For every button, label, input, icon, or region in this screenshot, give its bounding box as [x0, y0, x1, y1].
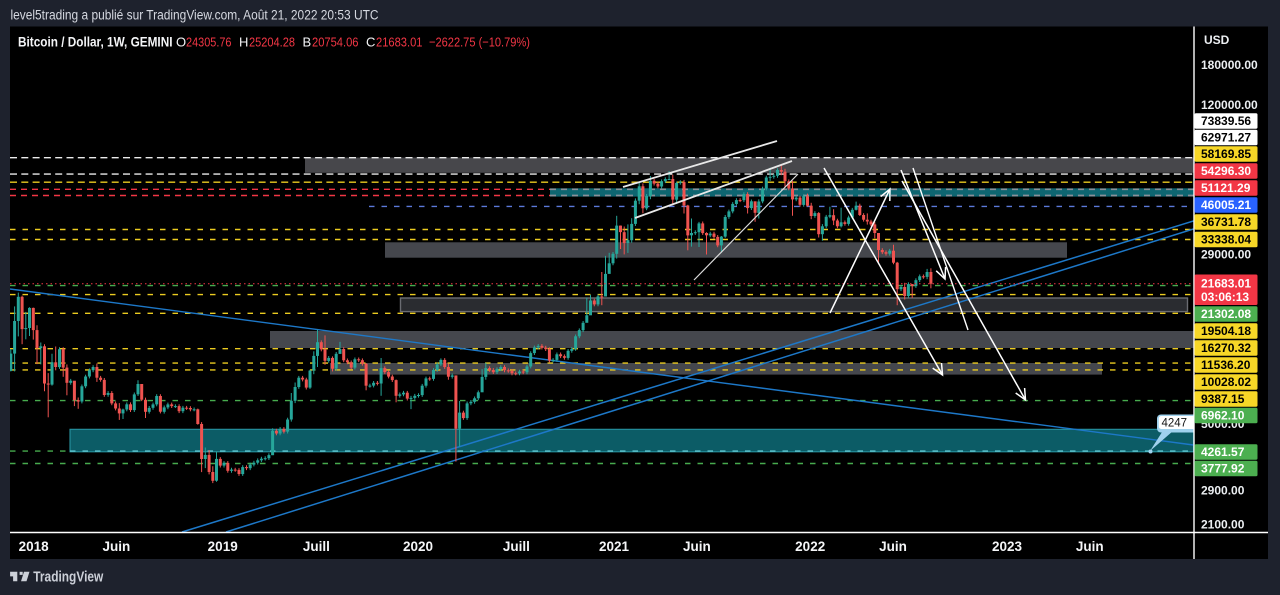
svg-text:2019: 2019 — [208, 539, 238, 554]
svg-text:2021: 2021 — [599, 539, 630, 554]
svg-text:Juill: Juill — [503, 539, 530, 554]
svg-text:Juin: Juin — [879, 539, 907, 554]
svg-text:21302.08: 21302.08 — [1201, 307, 1251, 321]
svg-text:120000.00: 120000.00 — [1201, 98, 1258, 112]
svg-text:20754.06: 20754.06 — [312, 35, 359, 50]
svg-text:6962.10: 6962.10 — [1201, 409, 1245, 423]
svg-text:2900.00: 2900.00 — [1201, 484, 1245, 498]
svg-text:03:06:13: 03:06:13 — [1201, 290, 1249, 304]
svg-text:9387.15: 9387.15 — [1201, 392, 1245, 406]
svg-text:2018: 2018 — [19, 539, 50, 554]
svg-text:36731.78: 36731.78 — [1201, 215, 1251, 229]
svg-text:level5trading a publié sur Tra: level5trading a publié sur TradingView.c… — [11, 7, 379, 22]
svg-text:C: C — [366, 35, 375, 50]
svg-text:2020: 2020 — [403, 539, 433, 554]
svg-text:2100.00: 2100.00 — [1201, 518, 1245, 532]
svg-text:4247: 4247 — [1162, 418, 1188, 430]
svg-text:24305.76: 24305.76 — [186, 35, 232, 50]
svg-text:62971.27: 62971.27 — [1201, 131, 1251, 145]
svg-text:46005.21: 46005.21 — [1201, 198, 1251, 212]
svg-text:3777.92: 3777.92 — [1201, 462, 1245, 476]
svg-text:180000.00: 180000.00 — [1201, 58, 1258, 72]
svg-text:33338.04: 33338.04 — [1201, 233, 1251, 247]
svg-text:Bitcoin / Dollar, 1W, GEMINI: Bitcoin / Dollar, 1W, GEMINI — [18, 34, 173, 50]
svg-text:H: H — [239, 35, 248, 50]
svg-text:−2622.75 (−10.79%): −2622.75 (−10.79%) — [429, 35, 530, 50]
svg-text:51121.29: 51121.29 — [1201, 181, 1251, 195]
svg-text:29000.00: 29000.00 — [1201, 248, 1251, 262]
svg-text:Juin: Juin — [683, 539, 711, 554]
svg-text:19504.18: 19504.18 — [1201, 324, 1251, 338]
svg-text:Juill: Juill — [303, 539, 330, 554]
svg-text:USD: USD — [1204, 33, 1230, 47]
svg-text:10028.02: 10028.02 — [1201, 375, 1251, 389]
svg-text:4261.57: 4261.57 — [1201, 445, 1245, 459]
svg-text:25204.28: 25204.28 — [249, 35, 295, 50]
svg-text:21683.01: 21683.01 — [376, 35, 423, 50]
svg-text:2022: 2022 — [795, 539, 825, 554]
svg-text:B: B — [303, 35, 312, 50]
svg-text:2023: 2023 — [992, 539, 1023, 554]
svg-text:58169.85: 58169.85 — [1201, 147, 1251, 161]
svg-text:54296.30: 54296.30 — [1201, 164, 1251, 178]
svg-text:11536.20: 11536.20 — [1201, 358, 1251, 372]
svg-text:Juin: Juin — [1076, 539, 1104, 554]
svg-text:73839.56: 73839.56 — [1201, 114, 1251, 128]
svg-text:Juin: Juin — [103, 539, 131, 554]
svg-text:TradingView: TradingView — [33, 570, 104, 586]
svg-text:21683.01: 21683.01 — [1201, 277, 1251, 291]
svg-text:O: O — [176, 35, 186, 50]
svg-text:16270.32: 16270.32 — [1201, 341, 1251, 355]
